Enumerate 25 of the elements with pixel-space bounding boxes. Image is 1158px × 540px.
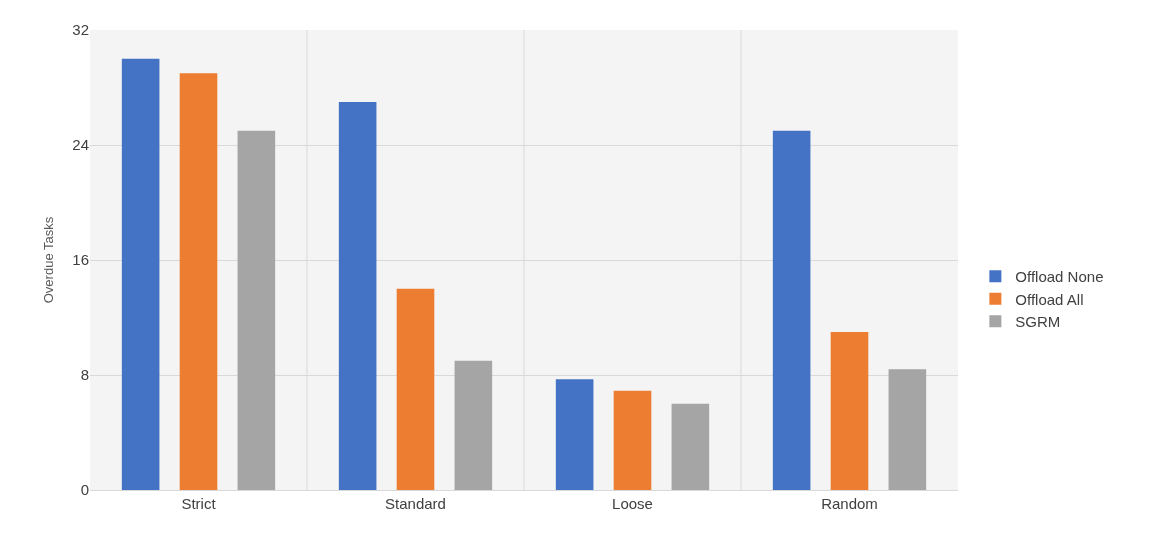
bar bbox=[555, 379, 594, 490]
x-tick-label: Strict bbox=[181, 495, 217, 512]
legend-label: Offload All bbox=[1015, 290, 1084, 308]
y-tick-label: 24 bbox=[72, 136, 89, 154]
bar bbox=[613, 390, 652, 490]
bar bbox=[121, 58, 160, 490]
x-tick-label: Standard bbox=[385, 495, 446, 512]
y-tick-label: 0 bbox=[80, 481, 89, 499]
bar bbox=[888, 369, 927, 490]
bar bbox=[671, 403, 710, 490]
y-tick-label: 16 bbox=[72, 251, 89, 269]
legend-label: Offload None bbox=[1015, 268, 1104, 286]
x-tick-label: Random bbox=[821, 495, 878, 512]
bar bbox=[338, 101, 377, 490]
legend-label: SGRM bbox=[1015, 313, 1061, 331]
y-axis-title: Overdue Tasks bbox=[41, 216, 57, 304]
y-tick-label: 32 bbox=[72, 21, 89, 39]
y-tick-label: 8 bbox=[80, 366, 89, 384]
bar bbox=[830, 331, 869, 490]
bar bbox=[772, 130, 811, 490]
x-tick-label: Loose bbox=[612, 495, 653, 512]
bar bbox=[454, 360, 493, 490]
bar bbox=[396, 288, 435, 490]
bar bbox=[179, 73, 218, 490]
bar bbox=[237, 130, 276, 490]
